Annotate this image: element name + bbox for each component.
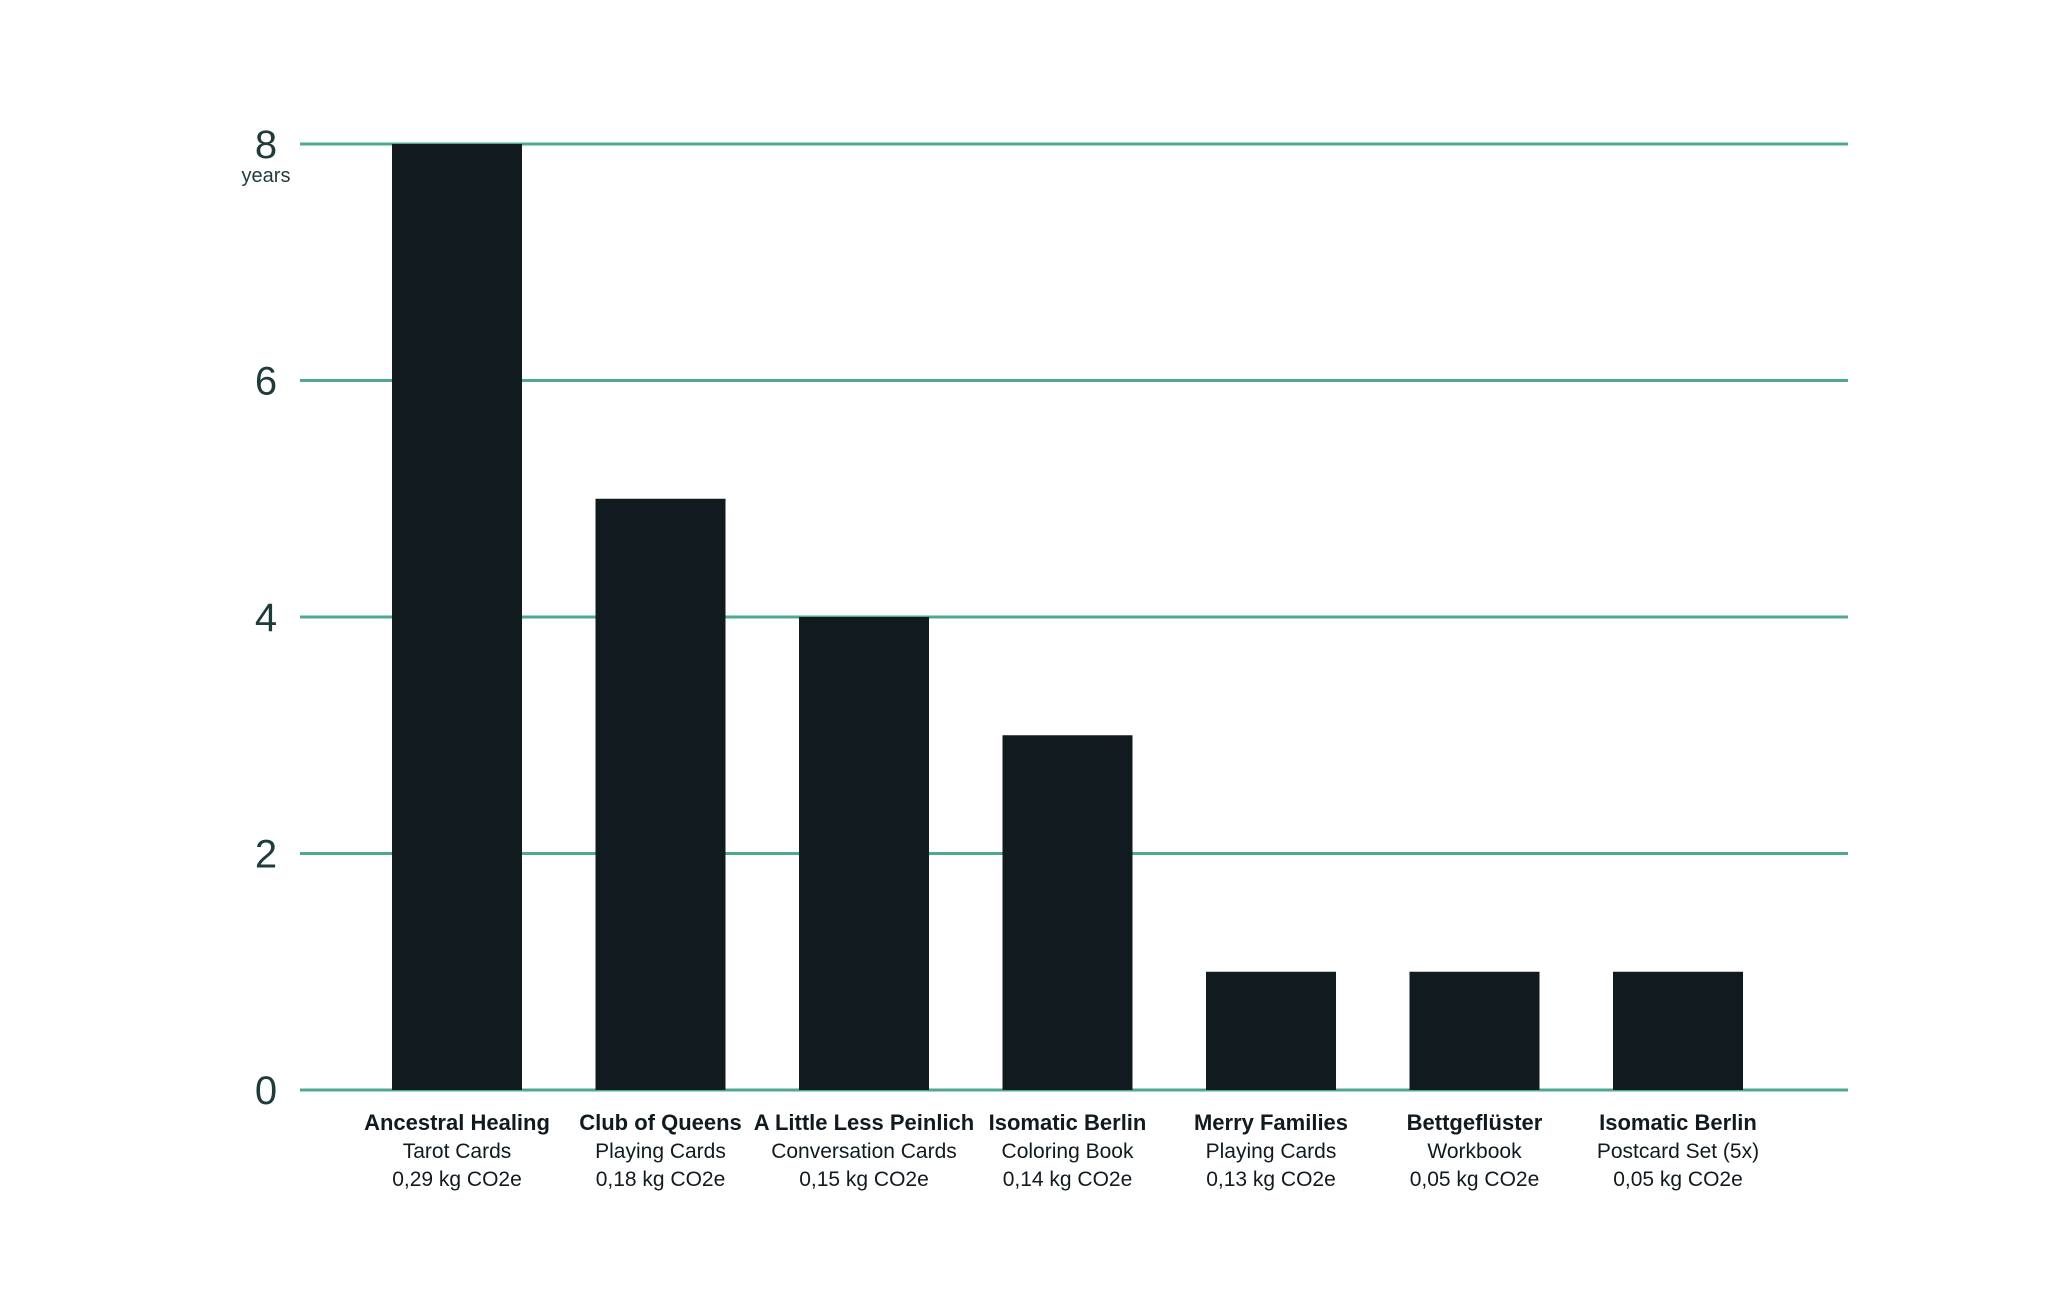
category-type: Tarot Cards [403,1140,512,1163]
category-type: Postcard Set (5x) [1597,1140,1759,1163]
category-type: Coloring Book [1002,1140,1134,1163]
category-co2: 0,13 kg CO2e [1206,1168,1336,1191]
bar [1206,971,1336,1090]
bar [799,617,929,1090]
category-name: Isomatic Berlin [1599,1110,1757,1135]
category-co2: 0,05 kg CO2e [1410,1168,1540,1191]
category-name: A Little Less Peinlich [754,1110,974,1135]
category-name: Bettgeflüster [1407,1110,1543,1135]
y-tick-label: 8 [255,123,277,167]
category-co2: 0,05 kg CO2e [1613,1168,1743,1191]
category-name: Ancestral Healing [364,1110,550,1135]
category-type: Conversation Cards [771,1140,957,1163]
category-co2: 0,14 kg CO2e [1003,1168,1133,1191]
x-axis-labels: Ancestral Healing Tarot Cards 0,29 kg CO2e… [364,1110,1759,1191]
bar [1002,735,1133,1090]
bar [1613,971,1743,1090]
category-name: Merry Families [1194,1110,1348,1135]
y-tick-label: 6 [255,360,277,404]
bar [1409,971,1540,1090]
category-name: Isomatic Berlin [989,1110,1147,1135]
y-tick-label: 2 [255,833,277,877]
bar [595,498,726,1090]
category-co2: 0,29 kg CO2e [392,1168,522,1191]
y-unit-label: years [242,165,291,187]
category-name: Club of Queens [579,1110,742,1135]
grid-lines [300,142,1848,1092]
category-type: Playing Cards [1206,1140,1337,1163]
bars [392,144,1743,1090]
category-co2: 0,15 kg CO2e [799,1168,929,1191]
y-tick-label: 4 [255,596,277,640]
y-tick-label: 0 [255,1069,277,1113]
category-type: Workbook [1427,1140,1522,1163]
category-type: Playing Cards [595,1140,726,1163]
bar [392,144,522,1090]
category-co2: 0,18 kg CO2e [596,1168,726,1191]
